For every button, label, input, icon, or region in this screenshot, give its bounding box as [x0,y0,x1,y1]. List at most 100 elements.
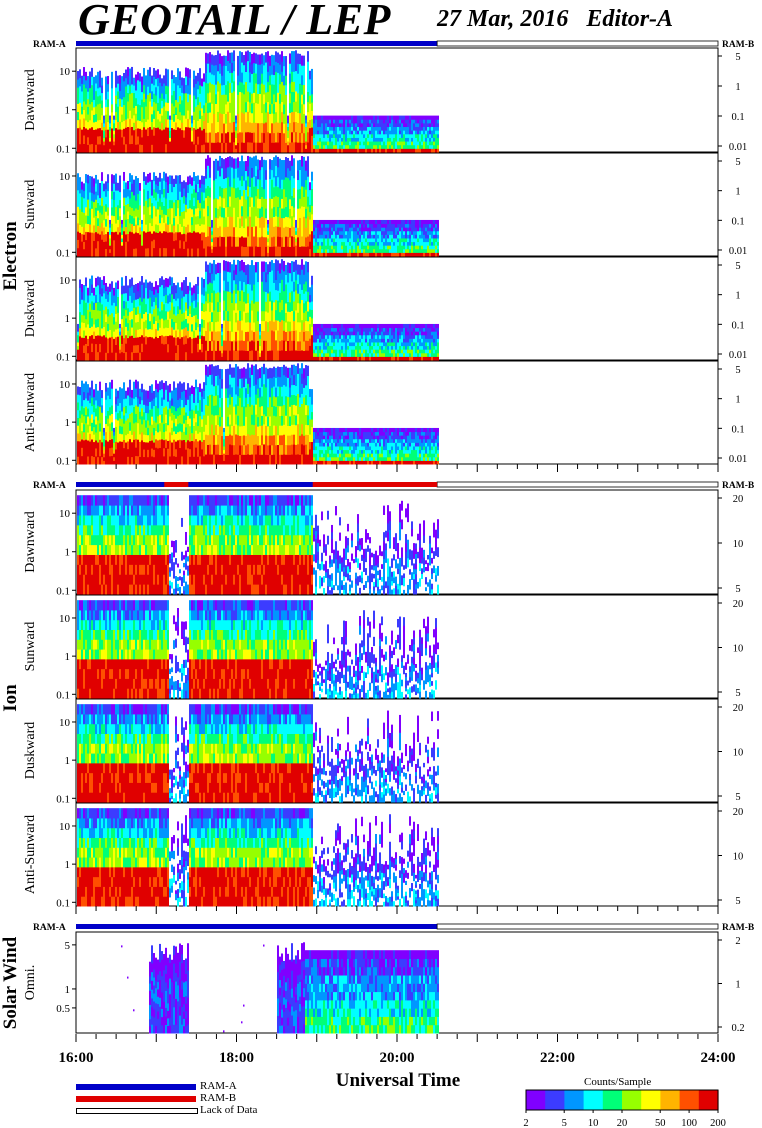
spectro-cell [197,128,199,137]
spectro-cell [79,311,81,321]
spectro-cell [175,292,177,301]
spectro-cell [325,227,327,232]
spectro-cell [185,301,187,311]
spectro-cell [127,67,129,77]
spectro-cell [237,157,239,168]
spectro-cell [193,86,195,96]
spectro-cell [109,148,111,153]
spectro-cell [261,92,263,104]
spectro-cell [367,119,369,124]
spectro-cell [245,293,247,304]
date-label: 27 Mar, 2016 [437,6,569,32]
spectro-cell [95,75,97,84]
spectro-cell [167,192,169,201]
spectro-cell [239,121,241,133]
spectro-cell [187,143,189,153]
spectro-cell [129,110,131,120]
spectro-cell [85,87,87,97]
spectro-cell [315,234,317,239]
spectro-cell [367,122,369,128]
spectro-cell [101,351,103,361]
spectro-cell [159,294,161,304]
spectro-cell [253,62,255,74]
spectro-cell [137,298,139,307]
spectro-cell [271,217,273,228]
spectro-cell [231,206,233,218]
spectro-cell [197,310,199,319]
spectro-cell [327,115,329,120]
spectro-cell [273,157,275,168]
spectro-cell [379,115,381,120]
spectro-cell [227,176,229,188]
spectro-cell [95,113,97,122]
spectro-cell [417,237,419,243]
spectro-cell [389,245,391,250]
spectro-cell [157,127,159,136]
spectro-cell [137,313,139,323]
spectro-cell [161,318,163,328]
spectro-cell [323,327,325,332]
spectro-cell [93,232,95,241]
spectro-cell [115,328,117,338]
spectro-cell [365,141,367,146]
spectro-cell [217,80,219,92]
spectro-cell [365,219,367,225]
spectro-cell [269,350,271,361]
spectro-cell [409,144,411,149]
spectro-cell [175,315,177,324]
spectro-cell [435,126,437,131]
spectro-cell [205,158,207,169]
spectro-cell [361,130,363,135]
spectro-cell [275,81,277,93]
spectro-cell [325,341,327,347]
spectro-cell [379,223,381,228]
spectro-cell [395,234,397,239]
spectro-cell [383,144,385,149]
spectro-cell [341,126,343,131]
spectro-cell [191,200,193,210]
spectro-cell [397,144,399,149]
spectro-cell [367,115,369,120]
spectro-cell [169,119,171,124]
spectro-cell [331,119,333,124]
spectro-cell [413,130,415,135]
spectro-cell [111,239,113,249]
spectro-cell [119,239,121,249]
spectro-cell [127,307,129,316]
spectro-cell [291,141,293,153]
spectro-cell [105,99,107,108]
spectro-cell [177,215,179,225]
spectro-cell [79,208,81,218]
spectro-cell [125,301,127,311]
spectro-cell [103,284,105,294]
spectro-cell [141,245,143,250]
spectro-cell [255,340,257,351]
spectro-cell [265,217,267,228]
spectro-cell [173,144,175,153]
spectro-cell [155,296,157,306]
spectro-cell [323,331,325,336]
spectro-cell [347,119,349,124]
spectro-cell [121,219,123,225]
spectro-cell [165,239,167,249]
spectro-cell [289,92,291,104]
spectro-cell [241,72,243,83]
spectro-cell [293,350,295,361]
spectro-cell [199,76,201,86]
spectro-cell [135,344,137,353]
spectro-cell [85,326,87,336]
spectro-cell [191,148,193,153]
spectro-cell [271,122,273,134]
spectro-cell [319,241,321,246]
spectro-cell [209,282,211,293]
spectro-cell [361,248,363,253]
spectro-cell [279,122,281,133]
spectro-cell [79,224,81,233]
spectro-cell [119,331,121,336]
spectro-cell [289,102,291,114]
spectro-cell [279,226,281,238]
spectro-cell [401,230,403,235]
spectro-cell [249,131,251,143]
spectro-cell [151,217,153,227]
spectro-cell [213,320,215,331]
